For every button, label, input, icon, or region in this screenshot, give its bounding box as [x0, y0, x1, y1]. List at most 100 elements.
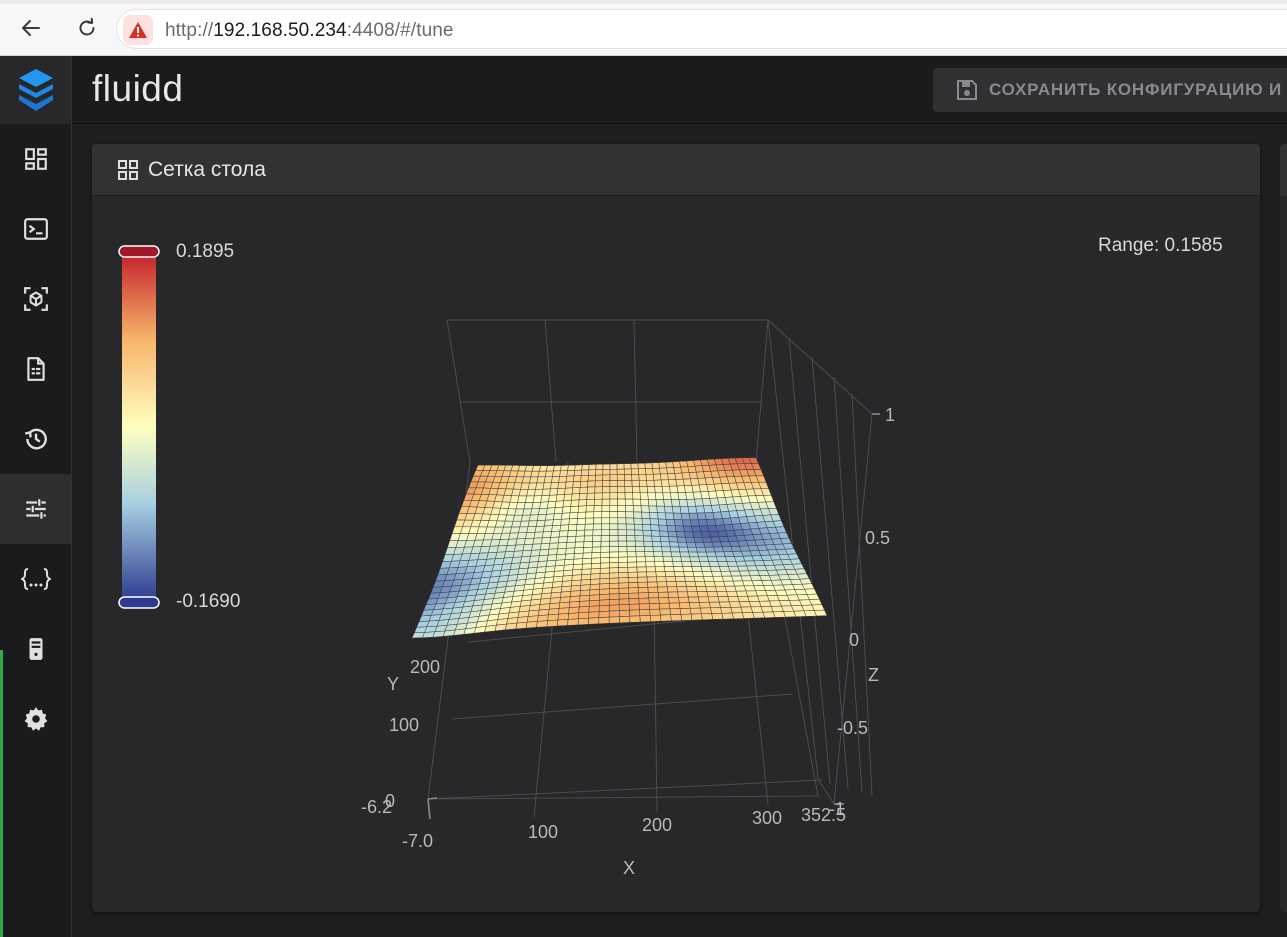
- mesh-cell: [587, 480, 596, 488]
- mesh-cell: [679, 551, 691, 558]
- mesh-cell: [618, 572, 629, 579]
- mesh-cell: [569, 595, 581, 603]
- mesh-cell: [708, 601, 721, 609]
- sidebar-item-history[interactable]: [0, 404, 71, 474]
- mesh-cell: [552, 470, 561, 477]
- mesh-cell: [677, 541, 688, 548]
- mesh-cell: [699, 525, 710, 533]
- mesh-cell: [682, 566, 694, 572]
- reload-button[interactable]: [72, 13, 102, 43]
- address-bar[interactable]: http://192.168.50.234:4408/#/tune: [116, 9, 1287, 49]
- mesh-cell: [649, 614, 662, 622]
- mesh-cell: [656, 505, 666, 514]
- mesh-cell: [617, 511, 627, 519]
- card-header[interactable]: Сетка стола: [92, 144, 1260, 196]
- mesh-cell: [541, 488, 551, 496]
- mesh-cell: [701, 613, 714, 621]
- sidebar-item-jobs[interactable]: [0, 334, 71, 404]
- mesh-cell: [658, 462, 667, 469]
- mesh-cell: [638, 592, 650, 599]
- mesh-cell: [601, 511, 611, 519]
- mesh-cell: [695, 586, 708, 592]
- mesh-cell: [579, 589, 591, 597]
- mesh-cell: [587, 474, 596, 482]
- mesh-cell: [665, 576, 677, 582]
- mesh-cell: [560, 591, 572, 598]
- mesh-cell: [571, 493, 580, 501]
- z-tick-neg1: -1: [829, 799, 845, 819]
- sidebar-item-tune[interactable]: [0, 474, 71, 544]
- z-tick-0: 0: [849, 630, 859, 650]
- sidebar-item-configuration[interactable]: [0, 544, 71, 614]
- mesh-cell: [547, 613, 559, 621]
- save-config-restart-button[interactable]: СОХРАНИТЬ КОНФИГУРАЦИЮ И: [933, 68, 1287, 112]
- mesh-cell: [570, 585, 582, 592]
- mesh-cell: [618, 567, 629, 573]
- sidebar-item-console[interactable]: [0, 194, 71, 264]
- mesh-cell: [652, 546, 663, 553]
- mesh-cell: [548, 542, 559, 550]
- mesh-cell: [639, 492, 649, 500]
- nav-sidebar: [0, 124, 72, 937]
- sidebar-item-system[interactable]: [0, 614, 71, 684]
- window-edge-strip: [0, 650, 3, 937]
- bed-mesh-plot[interactable]: 1 0.5 0 -0.5 -1 Z 200 100 0 -6.2 Y -7.0 …: [92, 144, 1260, 912]
- mesh-cell: [676, 586, 688, 593]
- sidebar-item-dashboard[interactable]: [0, 124, 71, 194]
- mesh-cell: [609, 593, 620, 600]
- mesh-cell: [602, 469, 611, 476]
- console-icon: [23, 218, 48, 240]
- sidebar-item-printer[interactable]: [0, 264, 71, 334]
- mesh-cell: [698, 556, 710, 562]
- mesh-cell: [714, 551, 726, 558]
- mesh-cell: [554, 500, 564, 508]
- mesh-cell: [536, 560, 548, 568]
- mesh-cell: [657, 591, 669, 599]
- mesh-cell: [553, 513, 563, 521]
- mesh-cell: [627, 571, 638, 578]
- app-logo[interactable]: [0, 56, 72, 124]
- mesh-cell: [678, 499, 689, 507]
- mesh-cell: [557, 613, 569, 621]
- mesh-cell: [538, 465, 548, 472]
- mesh-cell: [692, 571, 704, 577]
- mesh-cell: [674, 576, 686, 582]
- colorscale-max-handle[interactable]: [118, 245, 160, 258]
- colorscale-min-handle[interactable]: [118, 596, 160, 609]
- y-tick-100: 100: [389, 715, 419, 735]
- mesh-cell: [560, 518, 570, 526]
- mesh-cell: [609, 588, 620, 595]
- mesh-cell: [660, 479, 670, 487]
- mesh-cell: [618, 582, 629, 589]
- sidebar-item-settings[interactable]: [0, 684, 71, 754]
- mesh-cell: [578, 493, 588, 501]
- mesh-cell: [666, 467, 675, 474]
- mesh-cell: [735, 590, 749, 597]
- back-button[interactable]: [16, 13, 46, 43]
- mesh-cell: [643, 540, 654, 547]
- mesh-cell: [564, 487, 573, 495]
- mesh-cell: [536, 476, 546, 484]
- mesh-cell: [680, 556, 692, 562]
- main-content: Сетка стола Range: 0.1585 0.1895 -0.1690: [72, 124, 1287, 937]
- mesh-cell: [546, 465, 555, 472]
- mesh-cell: [522, 543, 534, 552]
- mesh-cell: [554, 565, 565, 572]
- mesh-cell: [689, 607, 702, 615]
- mesh-cell: [526, 489, 536, 497]
- mesh-cell: [642, 529, 652, 537]
- mesh-cell: [706, 591, 719, 598]
- mesh-cell: [531, 543, 542, 551]
- not-secure-badge[interactable]: [123, 15, 153, 45]
- mesh-cell: [628, 582, 639, 589]
- mesh-cell: [641, 511, 651, 519]
- mesh-cell: [564, 558, 575, 566]
- mesh-cell: [586, 499, 595, 507]
- mesh-cell: [676, 536, 687, 543]
- mesh-cell: [536, 620, 548, 628]
- mesh-cell: [588, 611, 600, 619]
- mesh-cell: [543, 476, 553, 484]
- mesh-cell: [645, 561, 656, 568]
- mesh-cell: [635, 551, 646, 558]
- mesh-cell: [678, 546, 689, 553]
